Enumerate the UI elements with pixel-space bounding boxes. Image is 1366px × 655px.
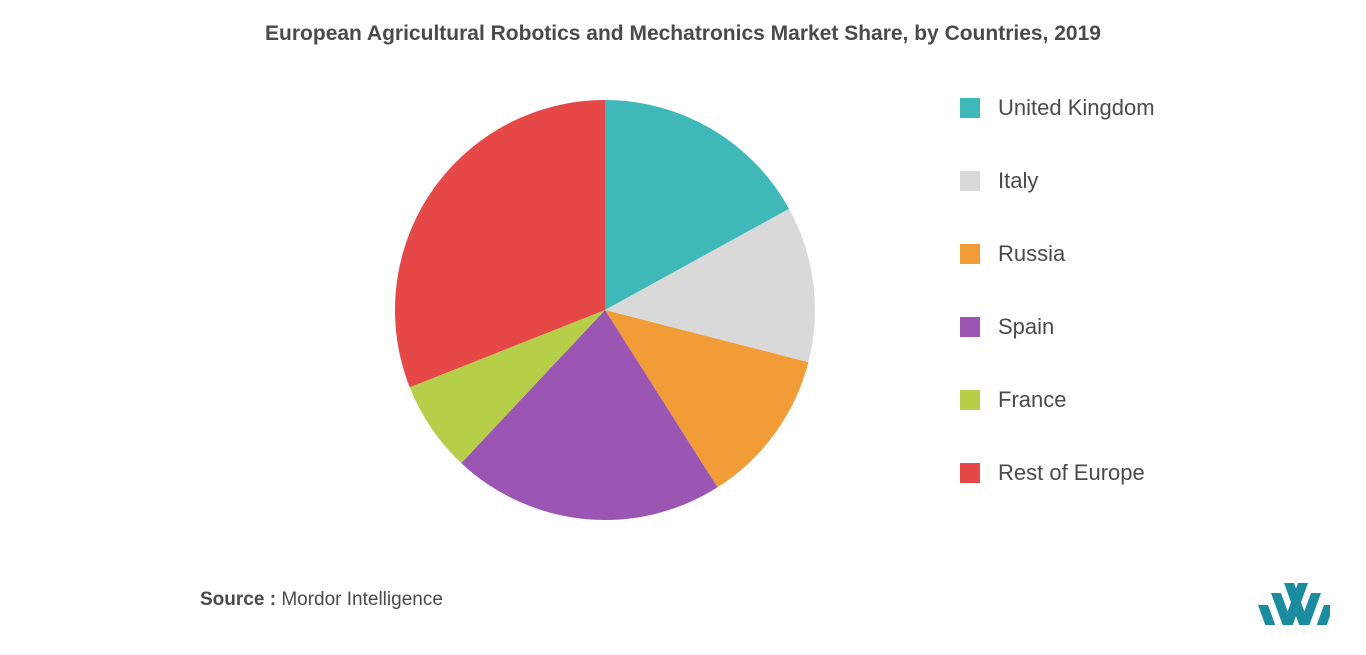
legend-swatch <box>960 390 980 410</box>
legend-item: Italy <box>960 168 1155 194</box>
legend-label: United Kingdom <box>998 95 1155 121</box>
legend-swatch <box>960 171 980 191</box>
source-label: Source : <box>200 589 276 610</box>
legend-label: Spain <box>998 314 1054 340</box>
mordor-logo <box>1258 579 1330 625</box>
chart-area: United Kingdom Italy Russia Spain France Rest… <box>0 80 1366 560</box>
legend-item: Rest of Europe <box>960 460 1155 486</box>
legend-item: United Kingdom <box>960 95 1155 121</box>
source-line: Source : Mordor Intelligence <box>200 589 443 611</box>
legend-label: Italy <box>998 168 1038 194</box>
legend-label: France <box>998 387 1066 413</box>
legend-item: Spain <box>960 314 1155 340</box>
legend-item: Russia <box>960 241 1155 267</box>
legend-swatch <box>960 244 980 264</box>
source-value: Mordor Intelligence <box>281 589 443 610</box>
legend-label: Russia <box>998 241 1065 267</box>
legend-label: Rest of Europe <box>998 460 1145 486</box>
logo-bar <box>1317 605 1330 625</box>
legend-swatch <box>960 98 980 118</box>
pie-chart <box>395 100 815 525</box>
legend: United Kingdom Italy Russia Spain France Rest… <box>960 95 1155 486</box>
logo-bar <box>1258 605 1275 625</box>
mordor-logo-icon <box>1258 579 1330 625</box>
pie-svg <box>395 100 815 520</box>
legend-swatch <box>960 317 980 337</box>
legend-swatch <box>960 463 980 483</box>
chart-title: European Agricultural Robotics and Mecha… <box>0 0 1366 46</box>
legend-item: France <box>960 387 1155 413</box>
